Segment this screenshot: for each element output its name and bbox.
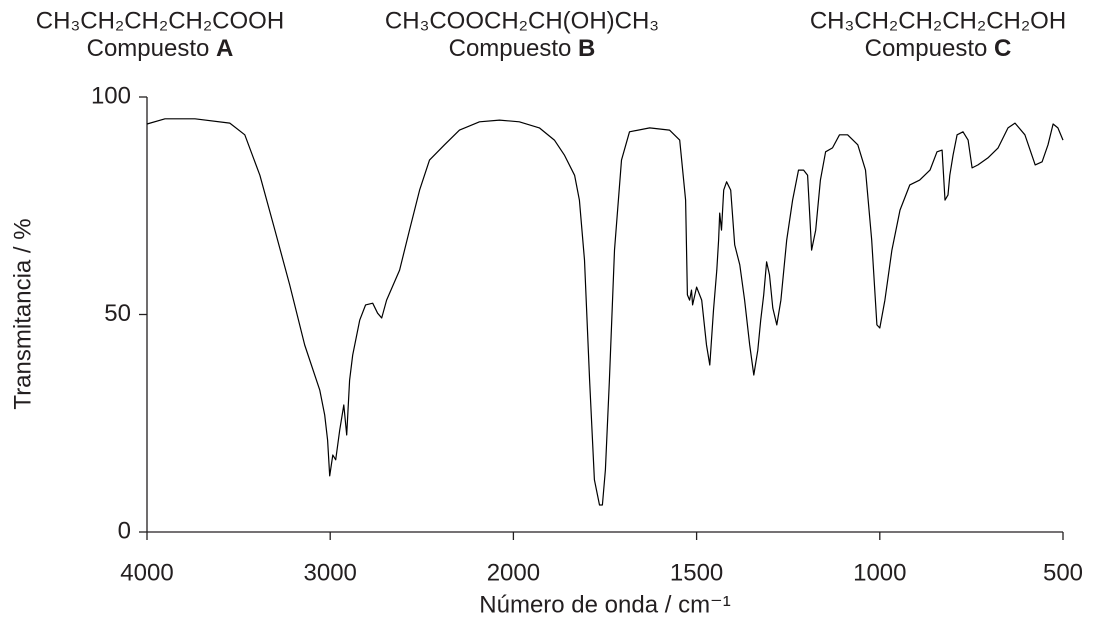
y-tick-label: 50: [104, 300, 131, 327]
compound-letter: B: [578, 35, 595, 62]
spectrum-line: [146, 118, 1064, 506]
compound-word: Compuesto: [87, 35, 210, 62]
compound-formula: CH₃CH₂CH₂CH₂COOH: [36, 7, 284, 34]
x-tick-label: 2000: [487, 559, 540, 586]
compound-label: Compuesto B: [449, 35, 596, 62]
compound-formula: CH₃CH₂CH₂CH₂CH₂OH: [810, 7, 1066, 34]
x-tick-label: 4000: [120, 559, 173, 586]
compound-formula: CH₃COOCH₂CH(OH)CH₃: [385, 7, 659, 34]
x-tick-label: 3000: [304, 559, 357, 586]
compound-word: Compuesto: [865, 35, 988, 62]
compound-label: Compuesto C: [865, 35, 1012, 62]
x-axis-label: Número de onda / cm⁻¹: [479, 591, 730, 618]
compound-label: Compuesto A: [87, 35, 234, 62]
x-tick-label: 1000: [853, 559, 906, 586]
y-axis-label: Transmitancia / %: [9, 218, 36, 409]
compound-letter: A: [216, 35, 233, 62]
x-tick-label: 1500: [670, 559, 723, 586]
y-tick-label: 0: [118, 517, 131, 544]
compound-word: Compuesto: [449, 35, 572, 62]
y-tick-label: 100: [91, 82, 131, 109]
compound-letter: C: [994, 35, 1011, 62]
x-tick-label: 500: [1043, 559, 1083, 586]
